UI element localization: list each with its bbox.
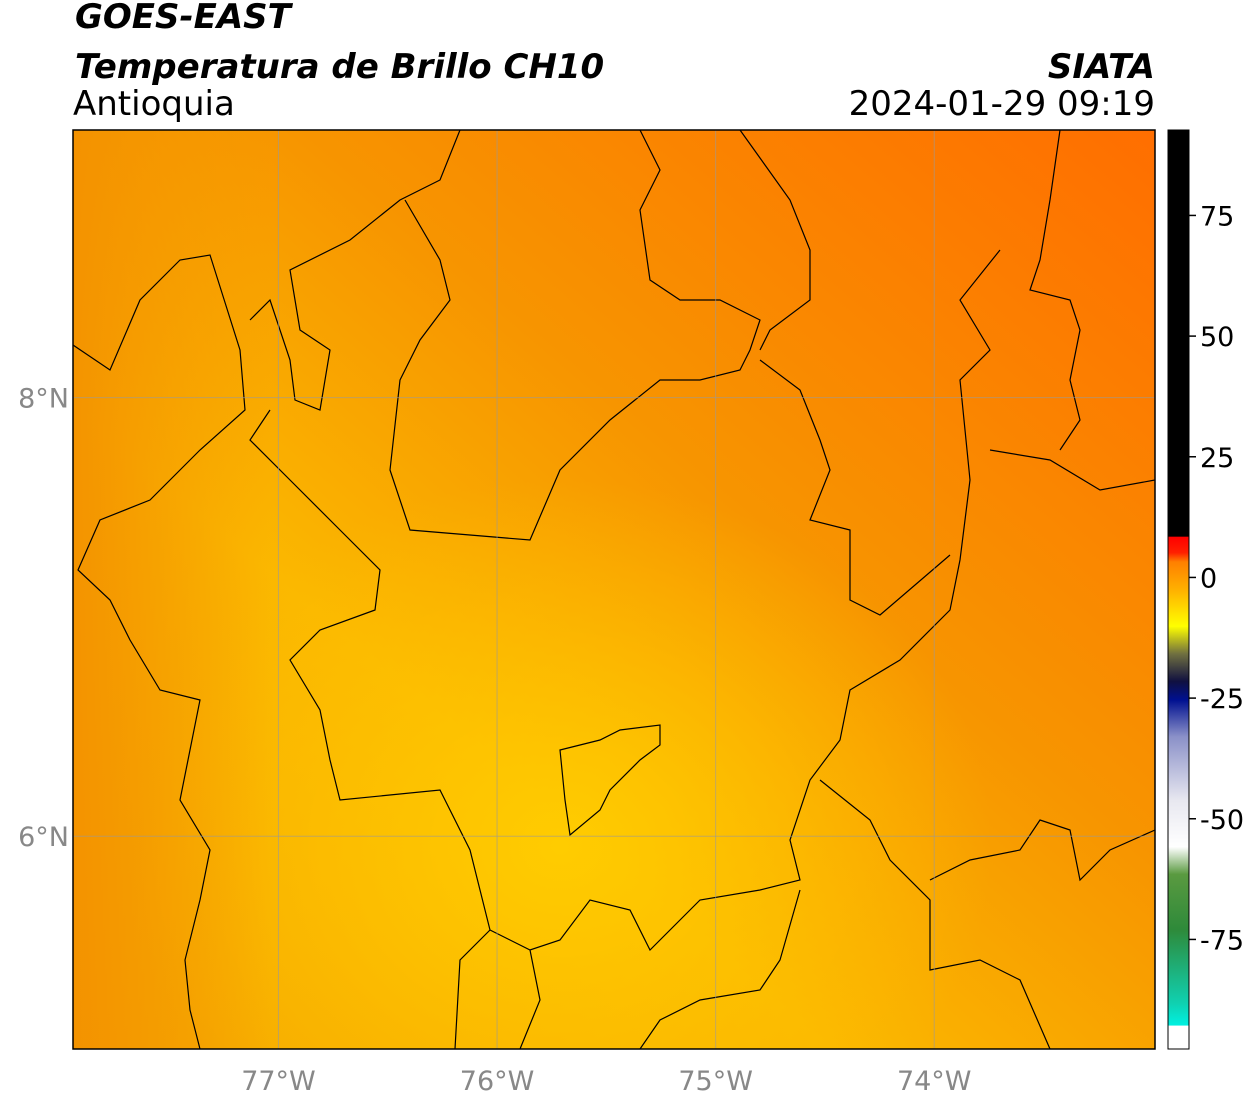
y-tick-label: 6°N (18, 822, 69, 853)
gulf-coast (249, 130, 461, 411)
department-border (929, 819, 1155, 882)
colorbar-tick-label: 50 (1200, 322, 1234, 353)
coastline (73, 254, 246, 1049)
map (73, 130, 1155, 1049)
department-border (389, 130, 761, 541)
coast-area (73, 130, 273, 1049)
department-border (249, 249, 1001, 952)
source: SIATA (1048, 47, 1155, 87)
colorbar (1167, 129, 1190, 1050)
map-frame (72, 129, 1156, 1050)
department-border (639, 889, 801, 1049)
river (1029, 130, 1081, 451)
region: Antioquia (73, 84, 235, 124)
subtitle: Temperatura de Brillo CH10 (75, 47, 604, 87)
colorbar-tick-label: 75 (1200, 201, 1234, 232)
department-border (739, 130, 811, 351)
department-border (989, 449, 1155, 491)
title: GOES-EAST (75, 0, 294, 37)
colorbar-tick-label: -75 (1200, 925, 1244, 956)
x-tick-label: 76°W (460, 1066, 535, 1097)
department-border (819, 779, 1051, 1049)
y-tick-label: 8°N (18, 384, 69, 415)
x-tick-label: 77°W (241, 1066, 316, 1097)
department-border (454, 929, 541, 1049)
x-tick-label: 74°W (897, 1066, 972, 1097)
colorbar-tick-label: 25 (1200, 443, 1234, 474)
metro-area (559, 724, 661, 837)
colorbar-tick-label: -50 (1200, 805, 1244, 836)
colorbar-tick-label: 0 (1200, 563, 1217, 594)
department-border (759, 359, 951, 616)
x-tick-label: 75°W (678, 1066, 753, 1097)
datetime: 2024-01-29 09:19 (849, 84, 1155, 124)
colorbar-tick-label: -25 (1200, 684, 1244, 715)
